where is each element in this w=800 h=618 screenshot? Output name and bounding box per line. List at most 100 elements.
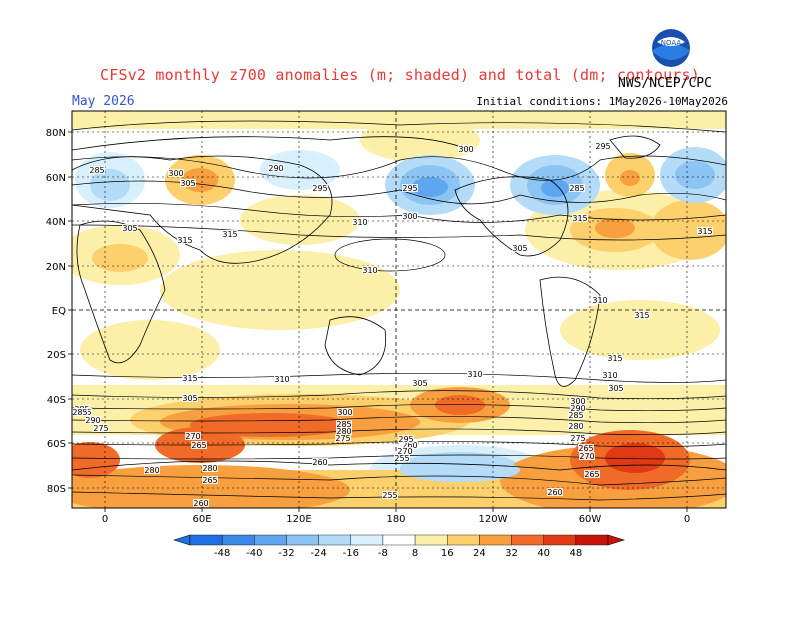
lon-label: 60E bbox=[192, 514, 211, 525]
lat-label: 60N bbox=[46, 173, 66, 184]
colorbar-swatch bbox=[254, 534, 287, 546]
contour-label: 315 bbox=[572, 214, 587, 223]
contour-label: 260 bbox=[193, 499, 208, 508]
lon-label: 60W bbox=[579, 514, 602, 525]
lat-label: 80S bbox=[47, 484, 66, 495]
contour-label: 305 bbox=[608, 384, 623, 393]
contour-label: 280 bbox=[568, 422, 583, 431]
contour-label: 315 bbox=[177, 236, 192, 245]
contour-label: 280 bbox=[336, 427, 351, 436]
lat-label: EQ bbox=[52, 306, 66, 317]
contour-label: 295 bbox=[398, 435, 413, 444]
lon-label: 0 bbox=[102, 514, 108, 525]
contour-label: 315 bbox=[634, 311, 649, 320]
contour-label: 265 bbox=[584, 470, 599, 479]
colorbar-tick-label: -16 bbox=[343, 548, 359, 559]
contour-label: 260 bbox=[402, 441, 417, 450]
contour-label: 255 bbox=[382, 491, 397, 500]
contour-label: 285 bbox=[569, 184, 584, 193]
contour-label: 305 bbox=[412, 379, 427, 388]
contour-label: 305 bbox=[180, 179, 195, 188]
colorbar-tick-label: -32 bbox=[278, 548, 294, 559]
colorbar-swatch bbox=[511, 534, 544, 546]
contour-label: 270 bbox=[579, 452, 594, 461]
contour-label: 280 bbox=[144, 466, 159, 475]
contour-label: 270 bbox=[185, 432, 200, 441]
lat-label: 40N bbox=[46, 217, 66, 228]
contour-label: 285 bbox=[72, 408, 87, 417]
contour-label: 310 bbox=[602, 371, 617, 380]
colorbar-tick-label: -48 bbox=[214, 548, 230, 559]
map-frame bbox=[71, 110, 727, 509]
initial-conditions: Initial conditions: 1May2026-10May2026 bbox=[476, 95, 728, 108]
chart-title: CFSv2 monthly z700 anomalies (m; shaded)… bbox=[100, 66, 700, 84]
svg-text:NOAA: NOAA bbox=[661, 39, 682, 47]
contour-label: 300 bbox=[337, 408, 352, 417]
contour-label: 300 bbox=[168, 169, 183, 178]
contour-label: 265 bbox=[578, 444, 593, 453]
coastlines bbox=[72, 135, 726, 471]
lat-label: 20S bbox=[47, 350, 66, 361]
colorbar-tick-label: 48 bbox=[569, 548, 582, 559]
contour-label: 285 bbox=[89, 166, 104, 175]
agency-label: NWS/NCEP/CPC bbox=[618, 76, 712, 91]
contour-label: 265 bbox=[202, 476, 217, 485]
contour-label: 310 bbox=[592, 296, 607, 305]
contour-label: 310 bbox=[362, 266, 377, 275]
colorbar-swatch bbox=[414, 534, 448, 546]
colorbar-tick-label: 40 bbox=[537, 548, 550, 559]
noaa-logo-icon: NOAA bbox=[652, 29, 690, 67]
contour-label: 315 bbox=[222, 230, 237, 239]
colorbar-swatch bbox=[221, 534, 255, 546]
colorbar-tick-label: -24 bbox=[310, 548, 326, 559]
lat-label: 60S bbox=[47, 439, 66, 450]
colorbar-swatch bbox=[543, 534, 577, 546]
contour-label: 280 bbox=[202, 464, 217, 473]
contour-label: 255 bbox=[394, 454, 409, 463]
lon-label: 120W bbox=[479, 514, 508, 525]
colorbar-min-arrow bbox=[172, 534, 191, 546]
colorbar-swatch bbox=[350, 534, 384, 546]
contour-label: 310 bbox=[274, 375, 289, 384]
contour-label: 275 bbox=[93, 424, 108, 433]
contour-label: 315 bbox=[182, 374, 197, 383]
colorbar-tick-label: 16 bbox=[441, 548, 454, 559]
contour-label: 305 bbox=[182, 394, 197, 403]
colorbar-swatch bbox=[318, 534, 351, 546]
colorbar-tick-label: 32 bbox=[505, 548, 518, 559]
lon-label: 120E bbox=[286, 514, 311, 525]
colorbar-swatch bbox=[575, 534, 609, 546]
contour-label: 315 bbox=[697, 227, 712, 236]
colorbar: -48 -40 -32 -24 -16 -8 8 16 24 32 40 48 bbox=[172, 534, 626, 559]
latitude-labels: 80N 60N 40N 20N EQ 20S 40S 60S 80S bbox=[46, 128, 72, 495]
colorbar-swatch bbox=[286, 534, 319, 546]
contour-label: 295 bbox=[402, 184, 417, 193]
contour-label: 290 bbox=[570, 404, 585, 413]
contour-label: 285 bbox=[336, 420, 351, 429]
lat-label: 40S bbox=[47, 395, 66, 406]
contour-label: 310 bbox=[467, 370, 482, 379]
contour-label: 265 bbox=[191, 441, 206, 450]
contour-label: 300 bbox=[458, 145, 473, 154]
longitude-labels: 0 60E 120E 180 120W 60W 0 bbox=[102, 508, 690, 525]
contour-label: 260 bbox=[312, 458, 327, 467]
contour-label: 290 bbox=[85, 416, 100, 425]
colorbar-swatch bbox=[189, 534, 223, 546]
contour-label: 275 bbox=[335, 434, 350, 443]
lat-label: 80N bbox=[46, 128, 66, 139]
lat-label: 20N bbox=[46, 262, 66, 273]
contour-label: 300 bbox=[570, 397, 585, 406]
colorbar-tick-label: 8 bbox=[412, 548, 418, 559]
lon-label: 180 bbox=[386, 514, 405, 525]
contour-label: 305 bbox=[512, 244, 527, 253]
contour-label: 310 bbox=[352, 218, 367, 227]
contour-label: 285 bbox=[568, 411, 583, 420]
lon-label: 0 bbox=[684, 514, 690, 525]
contour-label: 295 bbox=[312, 184, 327, 193]
valid-month: May 2026 bbox=[72, 94, 135, 109]
contour-label: 305 bbox=[122, 224, 137, 233]
contour-label: 300 bbox=[402, 212, 417, 221]
contour-label: 290 bbox=[268, 164, 283, 173]
